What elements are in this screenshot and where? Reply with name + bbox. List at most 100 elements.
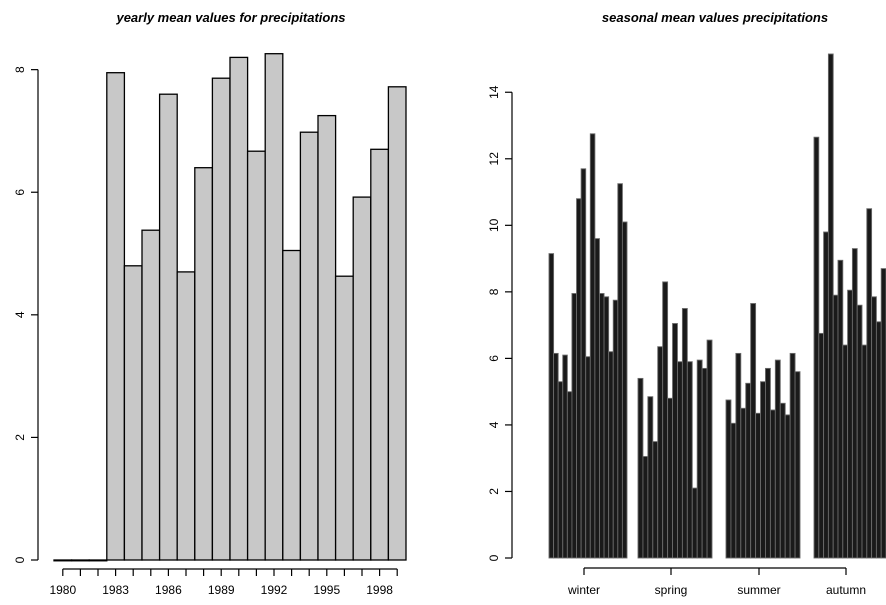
yearly-bar: [106, 72, 126, 561]
seasonal-bar: [571, 293, 577, 559]
seasonal-bar: [745, 382, 752, 559]
yearly-chart-title: yearly mean values for precipitations: [115, 10, 345, 25]
yearly-bar: [70, 559, 90, 562]
seasonal-bar: [837, 259, 844, 559]
seasonal-bar: [562, 354, 568, 559]
seasonal-x-tick-label: summer: [737, 583, 780, 597]
seasonal-bar: [701, 367, 708, 559]
seasonal-bar: [813, 136, 820, 559]
seasonal-bar: [657, 346, 664, 559]
seasonal-bar: [696, 359, 703, 559]
yearly-bar: [246, 150, 266, 561]
seasonal-bar: [779, 402, 786, 559]
seasonal-bar: [827, 53, 834, 559]
yearly-x-tick-label: 1992: [261, 583, 288, 597]
seasonal-bar: [847, 289, 853, 559]
seasonal-bar: [832, 294, 839, 559]
seasonal-chart-panel: seasonal mean values precipitations 0 2 4 6…: [487, 10, 886, 597]
yearly-bars-group: [53, 53, 407, 562]
seasonal-bar: [553, 352, 559, 559]
yearly-bar: [264, 53, 284, 561]
seasonal-bar: [681, 308, 688, 559]
yearly-x-tick-label: 1986: [155, 583, 182, 597]
seasonal-y-tick-label: 0: [487, 554, 501, 561]
seasonal-x-tick-label: autumn: [826, 583, 866, 597]
seasonal-bar: [871, 296, 877, 559]
seasonal-bar: [612, 299, 619, 559]
seasonal-bar: [735, 352, 742, 559]
seasonal-bar: [617, 183, 623, 559]
yearly-bar: [282, 249, 302, 561]
seasonal-bar: [774, 359, 781, 559]
yearly-bar: [334, 275, 354, 561]
seasonal-bar: [691, 487, 698, 559]
yearly-bar: [370, 148, 390, 561]
yearly-bar: [317, 114, 337, 561]
seasonal-bar: [585, 356, 591, 559]
seasonal-bar: [667, 397, 673, 559]
seasonal-bar: [730, 422, 737, 559]
seasonal-bar: [576, 198, 582, 559]
seasonal-y-tick-label: 12: [487, 152, 501, 166]
seasonal-bar: [589, 133, 596, 559]
seasonal-bar: [548, 253, 555, 559]
seasonal-y-tick-label: 10: [487, 218, 501, 232]
yearly-bar: [141, 229, 161, 561]
yearly-x-tick-label: 1989: [208, 583, 235, 597]
seasonal-bar: [608, 351, 614, 559]
seasonal-bar: [880, 268, 886, 559]
yearly-bar: [229, 56, 249, 561]
seasonal-bars-group: [548, 53, 886, 559]
seasonal-bar: [652, 441, 659, 559]
yearly-bar: [53, 559, 73, 562]
seasonal-bar: [686, 361, 693, 559]
seasonal-bar: [637, 377, 644, 559]
yearly-y-tick-label: 6: [13, 189, 27, 196]
yearly-chart-panel: yearly mean values for precipitations 0 2…: [13, 10, 407, 597]
seasonal-bar: [642, 456, 649, 559]
seasonal-bar: [760, 381, 766, 559]
seasonal-bar: [566, 391, 573, 559]
yearly-y-tick-label: 0: [13, 556, 27, 563]
yearly-bar: [123, 265, 143, 561]
yearly-x-tick-label: 1998: [366, 583, 393, 597]
yearly-y-tick-label: 8: [13, 66, 27, 73]
seasonal-y-tick-label: 2: [487, 488, 501, 495]
yearly-y-tick-label: 4: [13, 311, 27, 318]
seasonal-y-tick-label: 6: [487, 355, 501, 362]
seasonal-bar: [662, 281, 669, 559]
seasonal-y-tick-label: 8: [487, 288, 501, 295]
yearly-bar: [211, 77, 231, 561]
seasonal-bar: [784, 414, 791, 559]
seasonal-x-tick-label: spring: [655, 583, 688, 597]
seasonal-bar: [755, 412, 761, 559]
seasonal-bar: [789, 352, 796, 559]
seasonal-bar: [842, 344, 849, 559]
yearly-bar: [194, 167, 214, 561]
seasonal-y-tick-label: 14: [487, 85, 501, 99]
yearly-x-tick-label: 1995: [313, 583, 340, 597]
yearly-x-tick-label: 1983: [102, 583, 129, 597]
seasonal-bar: [823, 231, 829, 559]
seasonal-bar: [580, 168, 587, 559]
seasonal-bar: [621, 221, 628, 559]
seasonal-bar: [677, 361, 683, 559]
yearly-y-axis: 0 2 4 6 8: [13, 66, 39, 563]
seasonal-bar: [672, 323, 678, 559]
seasonal-bar: [765, 367, 771, 559]
seasonal-bar: [769, 409, 776, 559]
seasonal-bar: [725, 399, 732, 559]
seasonal-bar: [875, 321, 882, 559]
seasonal-x-axis: winter spring summer autumn: [567, 567, 866, 597]
seasonal-bar: [856, 304, 863, 559]
seasonal-bar: [851, 248, 858, 559]
yearly-x-tick-label: 1980: [49, 583, 76, 597]
seasonal-y-tick-label: 4: [487, 421, 501, 428]
seasonal-bar: [740, 407, 747, 559]
seasonal-bar: [603, 296, 610, 559]
seasonal-bar: [594, 238, 600, 559]
seasonal-bar: [706, 339, 713, 559]
yearly-y-tick-label: 2: [13, 434, 27, 441]
seasonal-bar: [818, 332, 825, 559]
